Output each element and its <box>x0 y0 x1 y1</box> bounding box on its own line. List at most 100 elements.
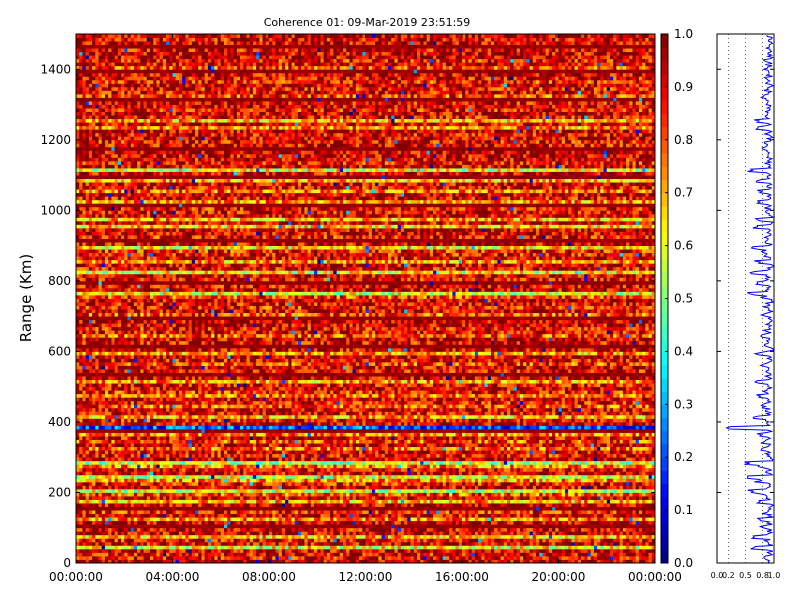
heatmap-cell <box>320 535 324 539</box>
heatmap-cell <box>581 531 585 535</box>
heatmap-cell <box>147 482 151 486</box>
heatmap-cell <box>594 521 598 525</box>
heatmap-cell <box>523 514 527 518</box>
heatmap-cell <box>279 517 283 521</box>
heatmap-cell <box>173 503 177 507</box>
heatmap-cell <box>288 531 292 535</box>
heatmap-cell <box>298 503 302 507</box>
heatmap-cell <box>475 517 479 521</box>
heatmap-cell <box>173 489 177 493</box>
heatmap-cell <box>636 521 640 525</box>
heatmap-cell <box>436 538 440 542</box>
heatmap-cell <box>118 545 122 549</box>
heatmap-cell <box>353 507 357 511</box>
heatmap-cell <box>340 464 344 468</box>
heatmap-cell <box>89 521 93 525</box>
heatmap-cell <box>218 521 222 525</box>
heatmap-cell <box>394 485 398 489</box>
heatmap-cell <box>494 475 498 479</box>
heatmap-cell <box>115 478 119 482</box>
heatmap-cell <box>134 545 138 549</box>
heatmap-cell <box>353 489 357 493</box>
heatmap-cell <box>510 517 514 521</box>
heatmap-cell <box>491 503 495 507</box>
heatmap-cell <box>256 496 260 500</box>
heatmap-cell <box>581 503 585 507</box>
heatmap-cell <box>288 517 292 521</box>
heatmap-cell <box>346 478 350 482</box>
heatmap-cell <box>169 531 173 535</box>
heatmap-cell <box>629 538 633 542</box>
heatmap-cell <box>465 492 469 496</box>
heatmap-cell <box>443 517 447 521</box>
heatmap-cell <box>173 471 177 475</box>
heatmap-cell <box>645 538 649 542</box>
heatmap-cell <box>401 535 405 539</box>
heatmap-cell <box>173 531 177 535</box>
heatmap-cell <box>443 489 447 493</box>
heatmap-cell <box>497 485 501 489</box>
heatmap-cell <box>205 521 209 525</box>
heatmap-cell <box>436 468 440 472</box>
heatmap-cell <box>179 485 183 489</box>
heatmap-cell <box>189 510 193 514</box>
heatmap-cell <box>147 549 151 553</box>
heatmap-cell <box>372 535 376 539</box>
heatmap-cell <box>324 552 328 556</box>
heatmap-cell <box>285 471 289 475</box>
heatmap-cell <box>623 478 627 482</box>
heatmap-cell <box>105 500 109 504</box>
heatmap-cell <box>259 545 263 549</box>
heatmap-cell <box>485 464 489 468</box>
heatmap-cell <box>568 507 572 511</box>
heatmap-cell <box>411 468 415 472</box>
heatmap-cell <box>89 545 93 549</box>
heatmap-cell <box>504 496 508 500</box>
heatmap-cell <box>417 538 421 542</box>
heatmap-cell <box>311 528 315 532</box>
heatmap-cell <box>581 496 585 500</box>
heatmap-cell <box>256 503 260 507</box>
heatmap-cell <box>562 542 566 546</box>
heatmap-cell <box>369 500 373 504</box>
heatmap-cell <box>308 485 312 489</box>
heatmap-cell <box>195 482 199 486</box>
heatmap-cell <box>462 468 466 472</box>
heatmap-cell <box>320 471 324 475</box>
heatmap-cell <box>121 496 125 500</box>
heatmap-cell <box>436 535 440 539</box>
heatmap-cell <box>571 482 575 486</box>
heatmap-cell <box>562 507 566 511</box>
heatmap-cell <box>156 524 160 528</box>
heatmap-cell <box>211 545 215 549</box>
heatmap-cell <box>385 542 389 546</box>
heatmap-cell <box>578 517 582 521</box>
heatmap-cell <box>417 485 421 489</box>
heatmap-cell <box>89 475 93 479</box>
heatmap-cell <box>269 471 273 475</box>
heatmap-cell <box>230 514 234 518</box>
heatmap-cell <box>533 507 537 511</box>
heatmap-cell <box>485 468 489 472</box>
heatmap-cell <box>427 507 431 511</box>
heatmap-cell <box>250 478 254 482</box>
heatmap-cell <box>414 510 418 514</box>
heatmap-cell <box>218 538 222 542</box>
heatmap-cell <box>645 492 649 496</box>
heatmap-cell <box>144 549 148 553</box>
heatmap-cell <box>163 503 167 507</box>
heatmap-cell <box>366 556 370 560</box>
heatmap-cell <box>497 464 501 468</box>
heatmap-cell <box>468 489 472 493</box>
heatmap-cell <box>366 538 370 542</box>
heatmap-cell <box>504 471 508 475</box>
heatmap-cell <box>240 531 244 535</box>
heatmap-cell <box>568 492 572 496</box>
heatmap-cell <box>140 478 144 482</box>
heatmap-cell <box>587 496 591 500</box>
heatmap-cell <box>436 549 440 553</box>
heatmap-cell <box>253 507 257 511</box>
heatmap-cell <box>340 510 344 514</box>
heatmap-cell <box>626 503 630 507</box>
heatmap-cell <box>308 482 312 486</box>
